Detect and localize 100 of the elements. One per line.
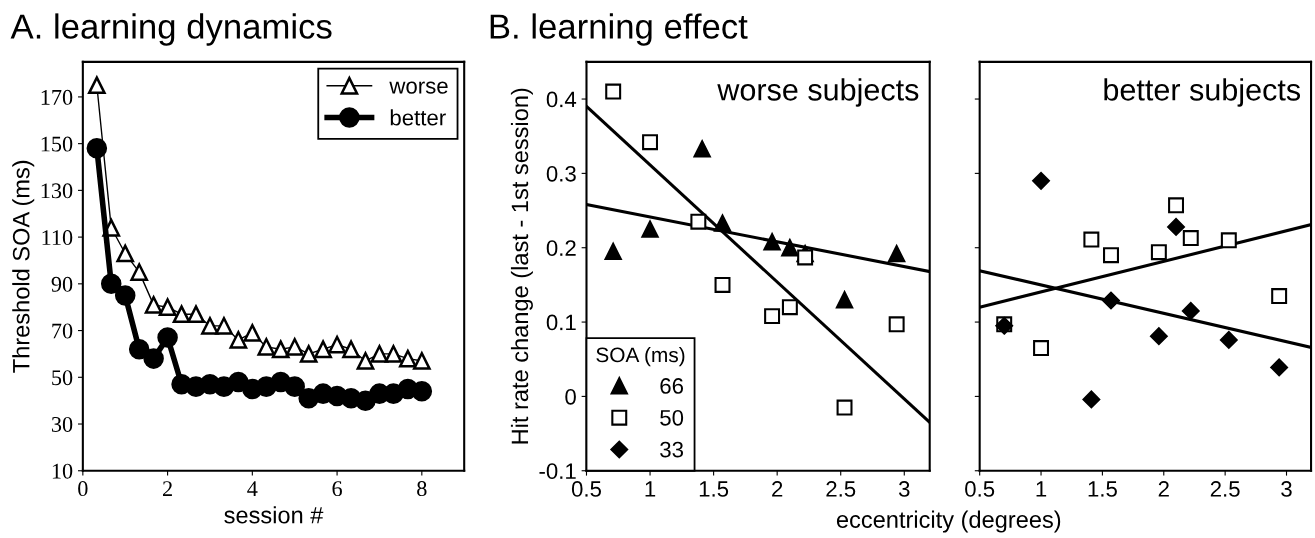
y-tick-label: 150 (41, 136, 73, 152)
y-tick-label: 110 (42, 230, 73, 246)
x-tick-label: 1 (645, 481, 656, 497)
point (370, 345, 389, 363)
legend-label: 66 (660, 378, 684, 394)
y-tick-label: 0.3 (546, 165, 576, 182)
x-tick-label: 2.5 (1210, 481, 1240, 497)
point (1220, 232, 1237, 249)
point (157, 327, 178, 348)
point (1271, 288, 1288, 305)
point (328, 335, 346, 354)
point (411, 381, 433, 402)
point (87, 76, 106, 95)
point (201, 317, 219, 335)
legend-label: 33 (660, 441, 684, 458)
x-tick-label: 3 (1281, 481, 1292, 497)
x-tick-label: 2.5 (826, 481, 856, 497)
x-tick-label: 0 (78, 481, 88, 497)
point (86, 138, 108, 159)
point (1168, 197, 1185, 214)
chart-title: B. learning effect (490, 13, 748, 46)
point (642, 134, 659, 151)
y-tick-label: 30 (51, 416, 73, 432)
point (144, 295, 163, 314)
point (342, 340, 360, 359)
x-axis-title: eccentricity (degrees) (836, 510, 1061, 533)
point (1032, 171, 1050, 190)
annotation: worse subjects (717, 78, 919, 107)
y-tick-label: 0.2 (546, 240, 576, 256)
x-axis-title: session # (224, 506, 324, 524)
y-tick-label: 0.1 (546, 314, 576, 331)
point (604, 242, 622, 261)
x-tick-label: 2 (772, 481, 783, 497)
annotation: better subjects (1104, 78, 1301, 107)
x-tick-label: 1.5 (1088, 481, 1117, 497)
point (356, 352, 375, 370)
point (314, 340, 332, 359)
x-tick-label: 4 (247, 481, 258, 496)
point (215, 317, 233, 335)
point (299, 345, 318, 363)
point (130, 263, 149, 282)
y-axis-title: Hit rate change (last - 1st session) (510, 88, 533, 444)
x-tick-label: 6 (332, 481, 342, 497)
point (384, 345, 403, 363)
point (763, 233, 781, 251)
chart-title: A. learning dynamics (10, 13, 332, 46)
point (229, 331, 248, 349)
point (398, 349, 417, 368)
point (1181, 302, 1200, 320)
point (172, 305, 191, 324)
point (128, 338, 150, 360)
y-axis-title: Threshold SOA (ms) (12, 160, 35, 373)
point (285, 338, 304, 356)
point (781, 299, 798, 316)
point (835, 291, 854, 309)
y-tick-label: 0.4 (546, 91, 577, 108)
point (114, 285, 136, 306)
point (641, 220, 659, 238)
legend-title: SOA (ms) (596, 346, 685, 367)
y-tick-label: 70 (52, 323, 73, 339)
x-tick-label: 3 (898, 481, 910, 497)
point (1219, 331, 1238, 349)
x-tick-label: 2 (1158, 481, 1169, 497)
y-tick-label: 0 (565, 388, 576, 405)
point (887, 244, 906, 263)
x-tick-label: 1 (1036, 481, 1047, 497)
point (888, 316, 905, 333)
point (1270, 358, 1289, 377)
point (797, 249, 814, 266)
y-tick-label: 130 (41, 183, 73, 199)
x-tick-label: 8 (417, 481, 427, 497)
point (284, 376, 305, 397)
point (714, 276, 731, 293)
point (836, 399, 853, 416)
point (713, 214, 732, 232)
point (1082, 390, 1101, 409)
x-tick-label: 2 (163, 481, 172, 496)
point (1033, 340, 1050, 357)
legend-label: 50 (660, 409, 684, 426)
point (764, 308, 781, 325)
y-tick-label: 90 (51, 276, 73, 292)
point (1150, 244, 1167, 261)
y-tick-label: -0.1 (539, 463, 576, 480)
point (143, 348, 164, 369)
y-tick-label: 50 (52, 370, 73, 386)
point (781, 239, 799, 257)
point (1083, 231, 1100, 248)
point (187, 305, 205, 324)
point (100, 273, 122, 295)
point (1102, 291, 1120, 310)
y-tick-label: 170 (41, 89, 73, 105)
point (257, 338, 276, 356)
y-tick-label: 10 (52, 463, 73, 479)
point (605, 83, 622, 100)
point (271, 340, 290, 359)
point (158, 298, 177, 317)
point (690, 213, 707, 230)
point (1182, 230, 1199, 247)
point (116, 244, 135, 263)
x-tick-label: 0.5 (571, 481, 602, 497)
